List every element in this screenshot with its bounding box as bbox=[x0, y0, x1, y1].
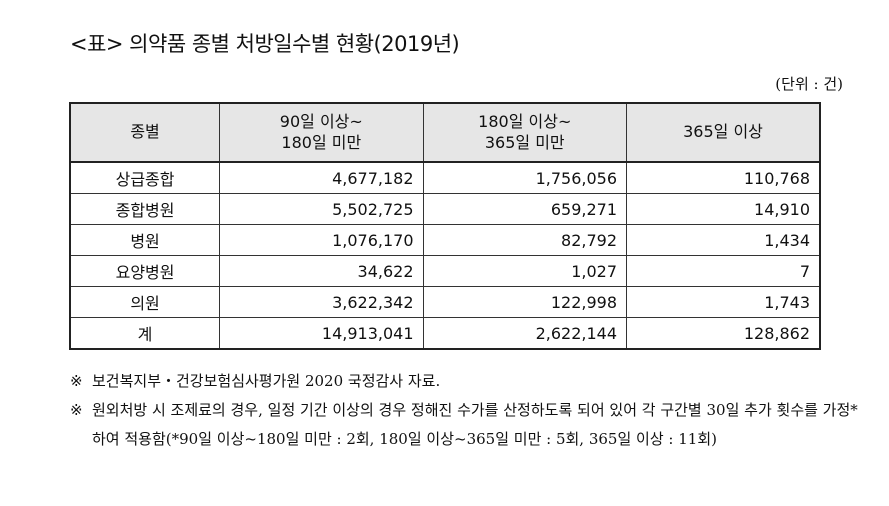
cell-value: 3,622,342 bbox=[219, 286, 424, 318]
table-header-row: 종별 90일 이상~ 180일 미만 180일 이상~ 365일 미만 365일… bbox=[69, 102, 821, 163]
header-line: 180일 미만 bbox=[281, 132, 362, 152]
cell-value: 4,677,182 bbox=[219, 161, 424, 194]
row-category: 요양병원 bbox=[69, 255, 221, 287]
cell-value: 34,622 bbox=[219, 255, 424, 287]
header-180-365: 180일 이상~ 365일 미만 bbox=[422, 102, 628, 163]
footnote-text: 보건복지부・건강보험심사평가원 2020 국정감사 자료. bbox=[92, 372, 441, 390]
header-line: 365일 미만 bbox=[484, 132, 565, 152]
cell-value: 14,910 bbox=[626, 193, 821, 225]
table-row: 의원 3,622,342 122,998 1,743 bbox=[69, 286, 821, 318]
header-365-plus: 365일 이상 bbox=[626, 102, 821, 163]
cell-value: 659,271 bbox=[422, 193, 628, 225]
cell-value: 82,792 bbox=[422, 224, 628, 256]
cell-value: 2,622,144 bbox=[422, 317, 628, 350]
footnotes: ※ 보건복지부・건강보험심사평가원 2020 국정감사 자료. ※ 원외처방 시… bbox=[70, 367, 860, 454]
header-line: 365일 이상 bbox=[683, 122, 763, 142]
header-line: 종별 bbox=[130, 122, 160, 142]
row-category: 종합병원 bbox=[69, 193, 221, 225]
reference-mark: ※ bbox=[70, 401, 83, 419]
row-category: 의원 bbox=[69, 286, 221, 318]
row-category: 상급종합 bbox=[69, 161, 221, 194]
cell-value: 1,027 bbox=[422, 255, 628, 287]
cell-value: 110,768 bbox=[626, 161, 821, 194]
header-category: 종별 bbox=[69, 102, 221, 163]
reference-mark: ※ bbox=[70, 372, 83, 390]
cell-value: 5,502,725 bbox=[219, 193, 424, 225]
footnote: ※ 보건복지부・건강보험심사평가원 2020 국정감사 자료. bbox=[70, 367, 860, 396]
cell-value: 1,076,170 bbox=[219, 224, 424, 256]
header-line: 90일 이상~ bbox=[279, 111, 363, 131]
cell-value: 14,913,041 bbox=[219, 317, 424, 350]
cell-value: 128,862 bbox=[626, 317, 821, 350]
cell-value: 7 bbox=[626, 255, 821, 287]
cell-value: 1,743 bbox=[626, 286, 821, 318]
table-row: 요양병원 34,622 1,027 7 bbox=[69, 255, 821, 287]
cell-value: 122,998 bbox=[422, 286, 628, 318]
row-category: 병원 bbox=[69, 224, 221, 256]
cell-value: 1,434 bbox=[626, 224, 821, 256]
footnote: ※ 원외처방 시 조제료의 경우, 일정 기간 이상의 경우 정해진 수가를 산… bbox=[70, 396, 860, 454]
unit-label: (단위 : 건) bbox=[775, 75, 843, 93]
row-category: 계 bbox=[69, 317, 221, 350]
header-line: 180일 이상~ bbox=[478, 111, 572, 131]
table-row: 상급종합 4,677,182 1,756,056 110,768 bbox=[69, 161, 821, 194]
cell-value: 1,756,056 bbox=[422, 161, 628, 194]
table-total-row: 계 14,913,041 2,622,144 128,862 bbox=[69, 317, 821, 350]
header-90-180: 90일 이상~ 180일 미만 bbox=[219, 102, 424, 163]
footnote-text: 원외처방 시 조제료의 경우, 일정 기간 이상의 경우 정해진 수가를 산정하… bbox=[92, 401, 858, 448]
table-row: 병원 1,076,170 82,792 1,434 bbox=[69, 224, 821, 256]
prescription-days-table: 종별 90일 이상~ 180일 미만 180일 이상~ 365일 미만 365일… bbox=[69, 102, 821, 350]
table-row: 종합병원 5,502,725 659,271 14,910 bbox=[69, 193, 821, 225]
page-title: <표> 의약품 종별 처방일수별 현황(2019년) bbox=[70, 32, 460, 56]
